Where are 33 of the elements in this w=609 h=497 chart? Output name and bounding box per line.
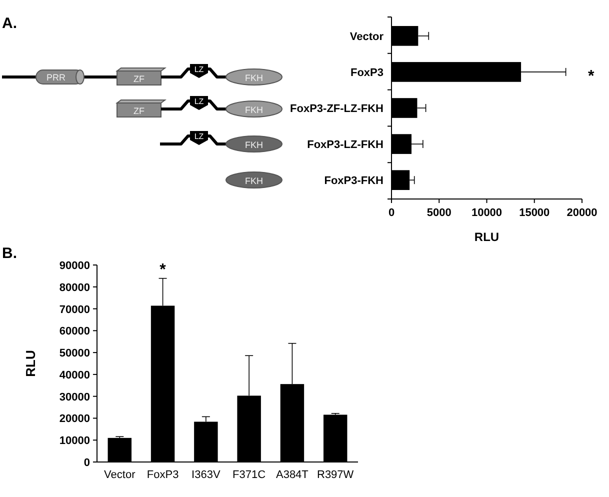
text: * <box>588 68 595 85</box>
x-tick-label: 5000 <box>426 207 452 219</box>
x-tick-label: R397W <box>317 469 354 481</box>
protein-domain-diagram: PRR ZF LZ FKH ZF LZ FKH LZ FKH FKH <box>2 64 282 188</box>
y-tick-label: 10000 <box>59 435 90 448</box>
annotation: * <box>160 261 167 278</box>
x-tick-label: 0 <box>388 207 395 219</box>
y-tick-label: 40000 <box>59 369 90 382</box>
y-tick-label: 20000 <box>59 413 90 426</box>
y-tick-label: 0 <box>84 457 90 469</box>
text: A. <box>2 15 17 32</box>
x-axis-title: RLU <box>474 230 500 244</box>
x-tick-label: A384T <box>276 469 309 481</box>
y-tick-label: 80000 <box>59 282 90 294</box>
x-tick-label: I363V <box>192 469 221 481</box>
y-tick-label: Vector <box>350 30 384 43</box>
x-tick-label: 20000 <box>566 207 598 219</box>
x-tick-label: FoxP3 <box>146 469 179 481</box>
y-tick-label: 30000 <box>59 391 90 404</box>
text: B. <box>2 245 17 262</box>
y-tick-label: FoxP3-ZF-LZ-FKH <box>290 103 384 115</box>
y-tick-label: 70000 <box>59 304 90 316</box>
y-tick-label: FoxP3 <box>350 66 384 79</box>
y-tick-label: FoxP3-LZ-FKH <box>307 139 384 152</box>
y-tick-label: 90000 <box>59 260 90 272</box>
y-tick-label: 60000 <box>59 326 90 338</box>
y-axis-title: RLU <box>23 350 38 377</box>
x-tick-label: 15000 <box>519 207 550 219</box>
x-tick-label: F371C <box>232 469 266 481</box>
y-tick-label: 50000 <box>59 348 90 360</box>
x-tick-label: 10000 <box>471 207 502 219</box>
x-tick-label: Vector <box>104 469 136 481</box>
y-tick-label: FoxP3-FKH <box>324 175 384 188</box>
